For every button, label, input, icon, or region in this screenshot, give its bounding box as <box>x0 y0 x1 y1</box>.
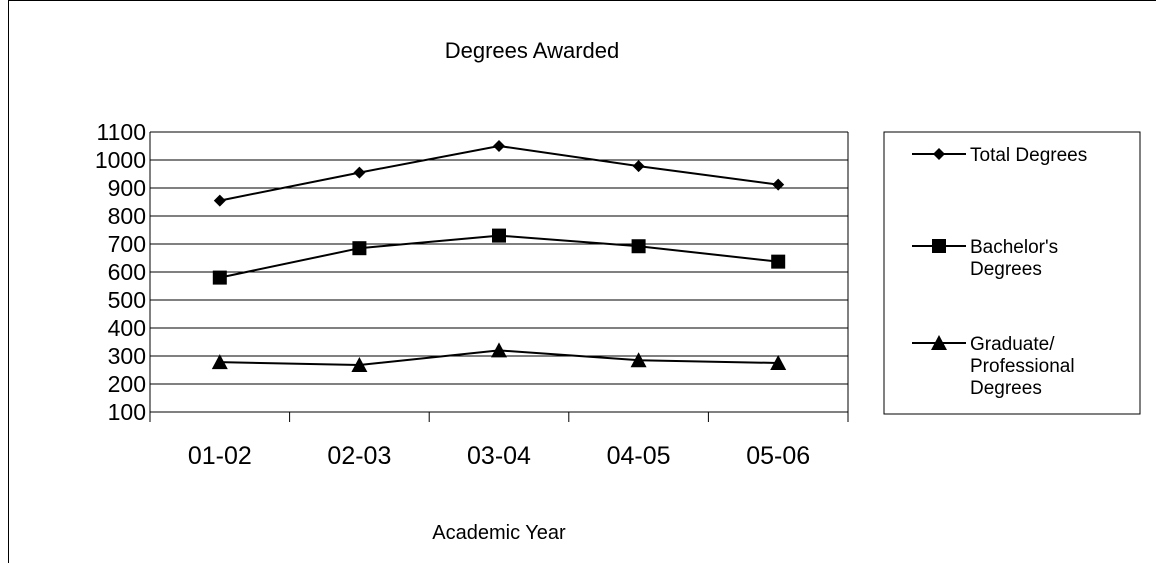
y-tick-label: 500 <box>108 287 146 313</box>
series-line <box>219 144 779 202</box>
legend-marker-triangle <box>931 335 947 350</box>
legend-marker-diamond <box>933 148 945 160</box>
y-tick-label: 800 <box>108 203 146 229</box>
y-tick-label: 600 <box>108 259 146 285</box>
legend-label: Total Degrees <box>970 145 1087 166</box>
grid-lines <box>150 131 848 413</box>
legend: Total DegreesBachelor'sDegreesGraduate/P… <box>883 131 1141 415</box>
data-point-square <box>631 239 646 254</box>
x-tick-label: 01-02 <box>188 442 252 470</box>
legend-label: Degrees <box>970 378 1042 399</box>
data-point-triangle <box>491 342 507 358</box>
y-tick-label: 200 <box>108 371 146 397</box>
y-tick-label: 1100 <box>97 119 146 145</box>
data-point-diamond <box>772 178 785 191</box>
x-tick-label: 03-04 <box>467 442 531 470</box>
x-axis-label: Academic Year <box>432 522 566 544</box>
data-point-diamond <box>213 194 226 207</box>
y-tick-label: 400 <box>108 315 146 341</box>
data-point-triangle <box>351 356 368 372</box>
y-tick-label: 1000 <box>95 147 146 173</box>
legend-label: Graduate/ <box>970 334 1055 355</box>
legend-box <box>883 131 1141 415</box>
x-tick-label: 02-03 <box>327 442 391 470</box>
data-point-square <box>352 241 367 256</box>
y-tick-label: 100 <box>108 399 146 425</box>
chart-frame <box>8 0 1156 563</box>
y-tick-label: 700 <box>108 231 146 257</box>
y-tick-label: 300 <box>108 343 146 369</box>
data-point-square <box>771 254 786 269</box>
data-point-diamond <box>632 160 645 173</box>
data-point-triangle <box>770 355 787 370</box>
chart-title: Degrees Awarded <box>445 38 620 63</box>
data-point-square <box>492 228 506 243</box>
data-point-triangle <box>211 354 228 370</box>
legend-label: Degrees <box>970 259 1042 280</box>
x-tick-label: 05-06 <box>746 442 810 470</box>
y-tick-label: 900 <box>108 175 146 201</box>
x-tick-label: 04-05 <box>607 442 671 470</box>
data-point-triangle <box>630 352 647 368</box>
legend-label: Bachelor's <box>970 237 1058 258</box>
data-point-diamond <box>353 166 366 179</box>
legend-marker-square <box>932 239 946 253</box>
series <box>211 140 787 372</box>
data-point-diamond <box>493 140 505 152</box>
legend-label: Professional <box>970 356 1075 377</box>
data-point-square <box>212 270 227 285</box>
